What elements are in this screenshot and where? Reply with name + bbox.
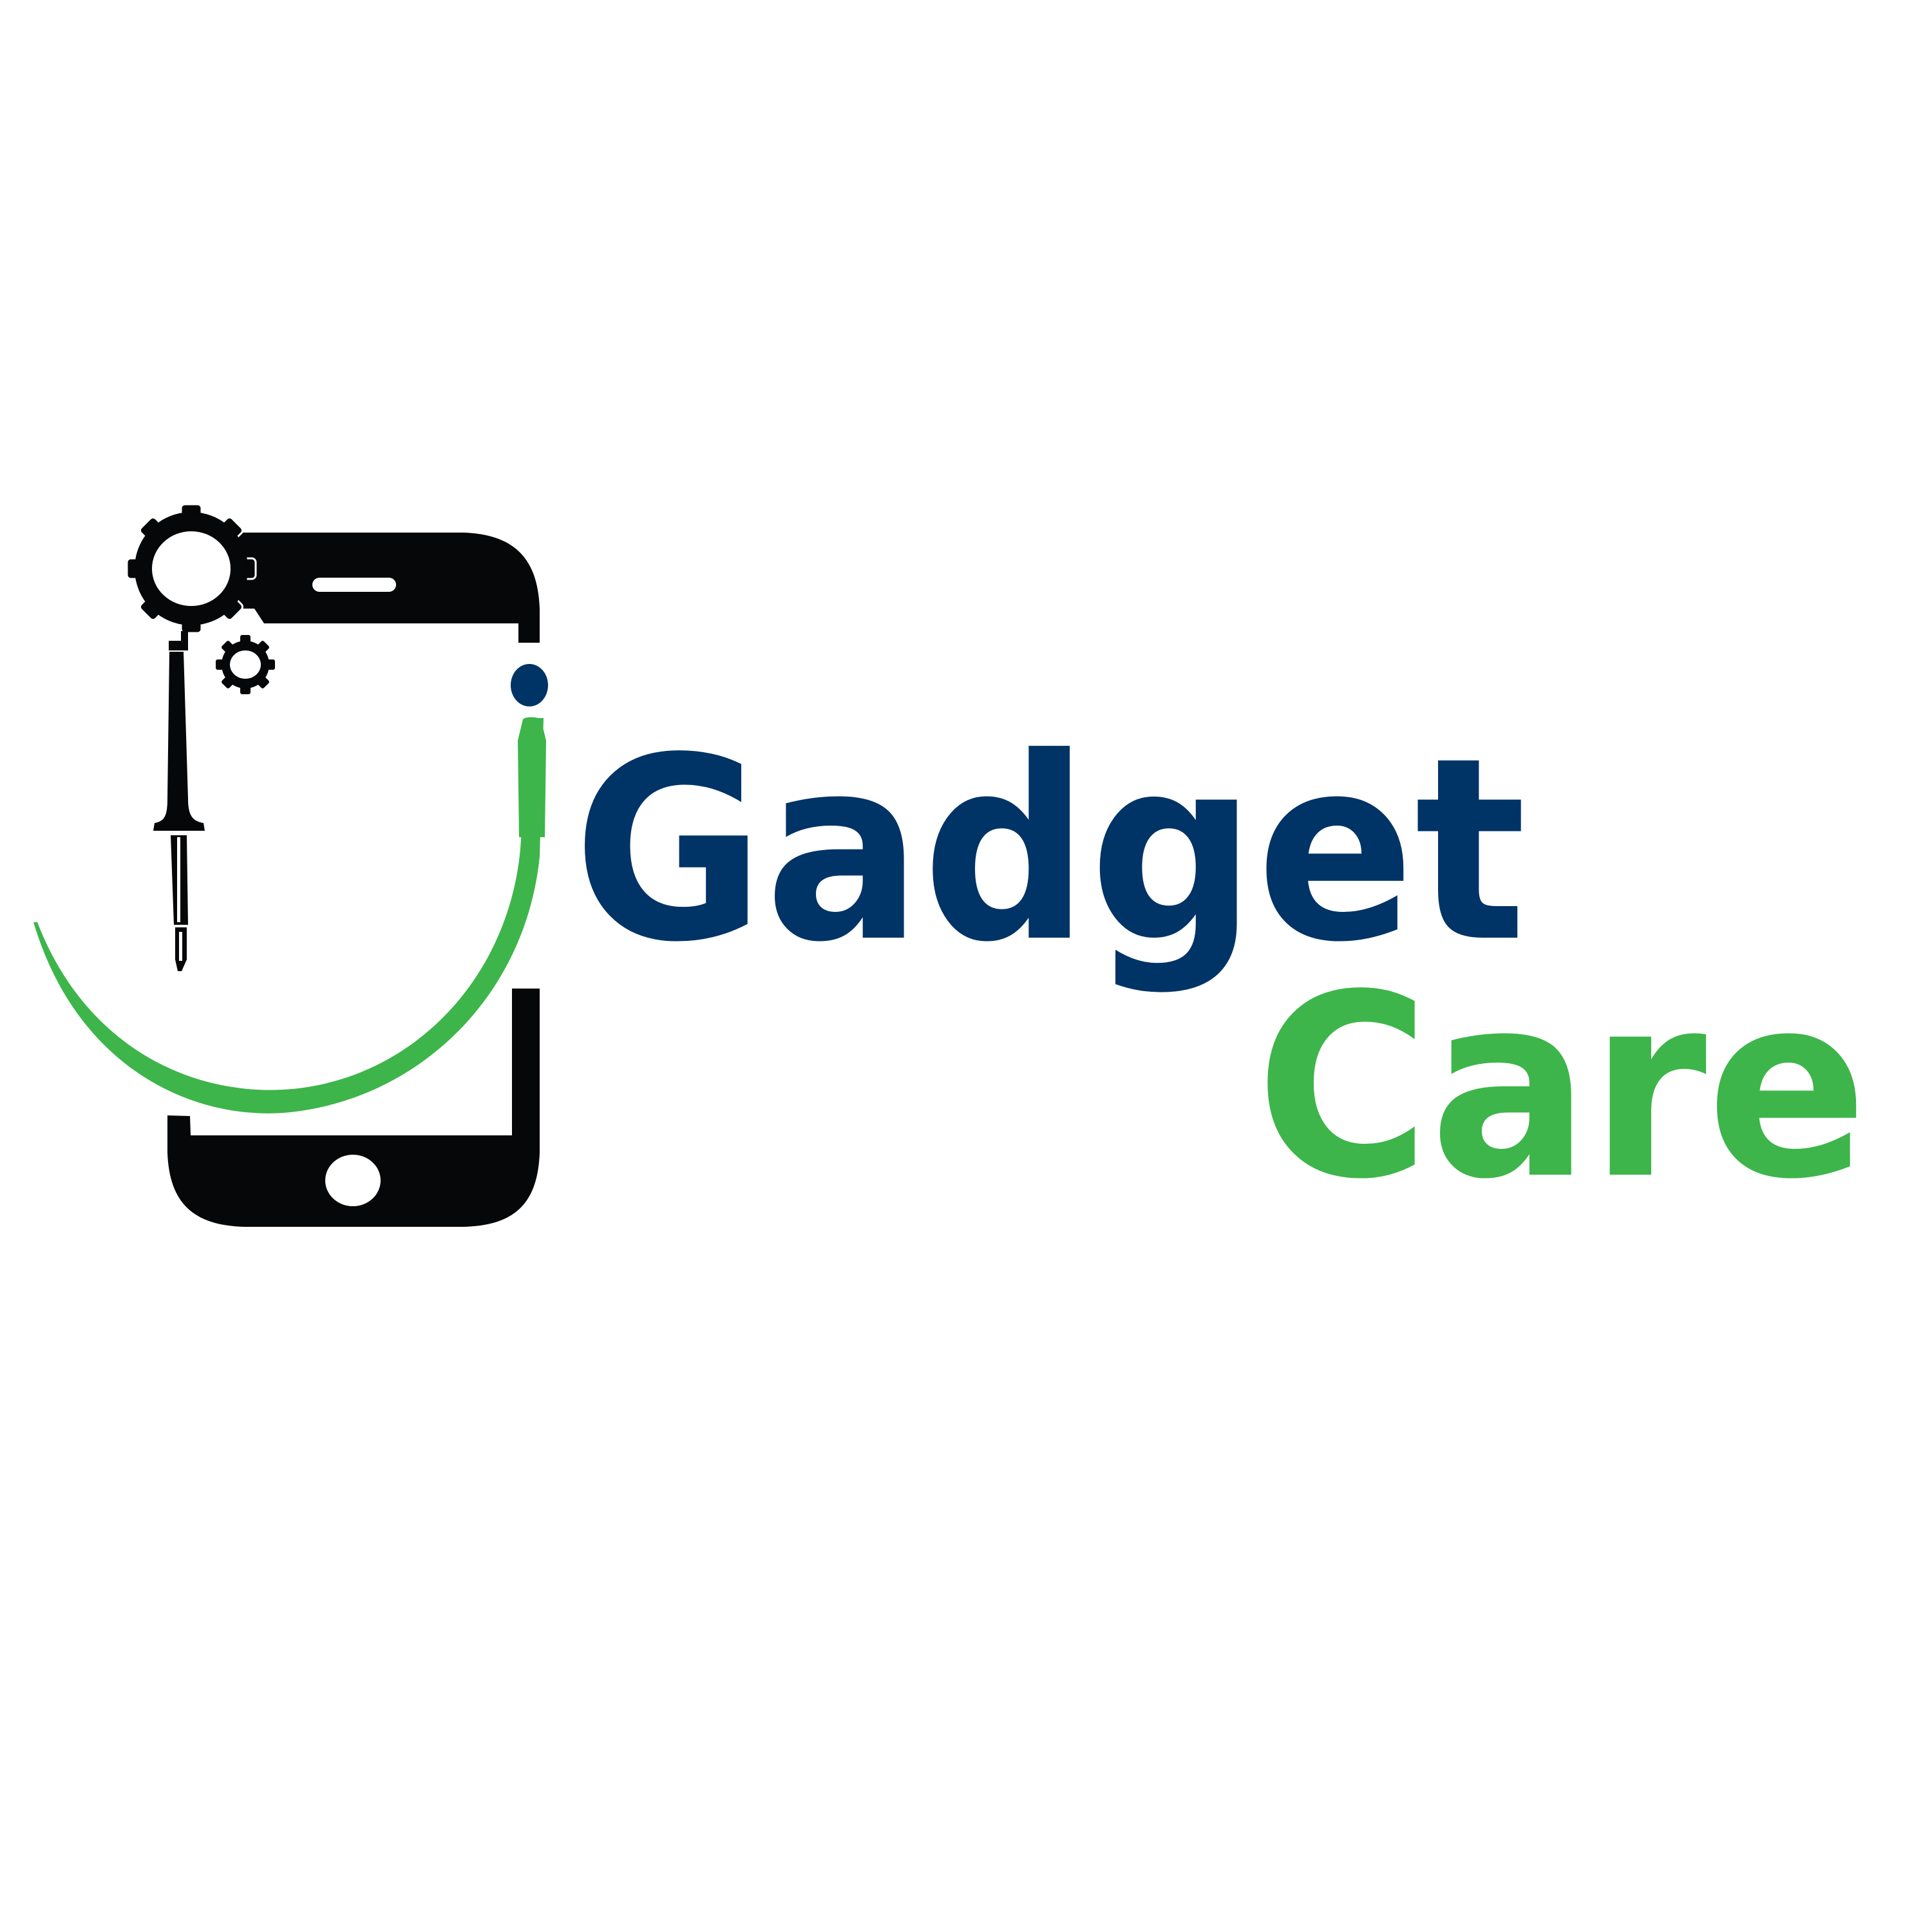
screwdriver-icon [153,631,205,971]
home-button [325,1155,381,1206]
small-gear-icon [216,635,275,694]
swoosh-frayed-top [518,717,546,837]
phone-right-edge [512,989,540,1137]
wordmark-care: Care [1256,941,1868,1235]
phone-repair-icon [33,503,548,1227]
letter-i-dot [511,664,548,706]
wordmark-gadget: Gadget [573,704,1526,998]
speaker-slot [312,578,396,592]
large-gear-icon [126,503,257,634]
green-swoosh [33,718,544,1113]
